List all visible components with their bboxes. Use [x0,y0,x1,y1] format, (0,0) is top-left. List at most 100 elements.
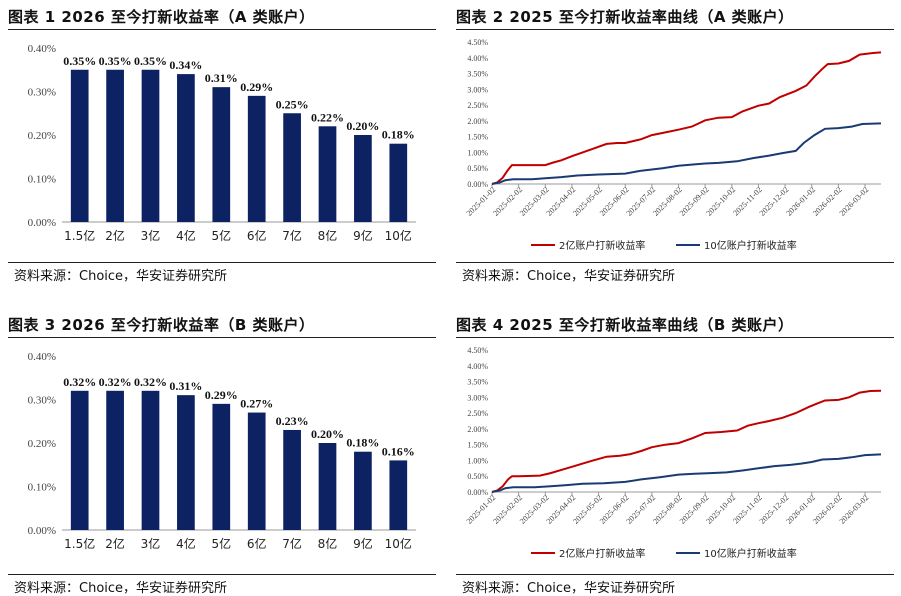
y-tick-label: 0.10% [28,482,56,494]
y-tick-label: 1.50% [467,133,488,142]
y-tick-label: 3.50% [467,70,488,79]
panel-title: 图表 4 2025 至今打新收益率曲线（B 类账户） [456,316,794,334]
y-tick-label: 0.00% [467,180,488,189]
source-note: 资料来源：Choice，华安证券研究所 [462,269,676,284]
data-label: 0.35% [99,54,132,68]
x-tick-label: 1.5亿 [64,228,95,243]
bar [354,135,372,222]
panel-title: 图表 1 2026 至今打新收益率（A 类账户） [8,8,315,26]
bar [106,390,124,530]
bar [106,69,124,222]
data-label: 0.29% [205,388,238,402]
y-tick-label: 0.40% [28,43,56,55]
x-tick-label: 5亿 [211,536,231,551]
data-label: 0.20% [311,427,344,441]
y-tick-label: 0.20% [28,130,56,142]
y-tick-label: 2.00% [467,425,488,434]
y-tick-label: 4.00% [467,54,488,63]
bar [177,74,195,222]
data-label: 0.16% [382,444,415,458]
series-line [491,51,882,185]
series-line [491,389,882,493]
bar [70,390,89,530]
line-chart-a: 0.00% 0.50% 1.00% 1.50% 2.00% 2.50% 3.00% 3.50%… [465,38,882,252]
x-tick-label: 6亿 [247,536,267,551]
y-tick-label: 0.10% [28,174,56,186]
line-chart-b: 0.00% 0.50% 1.00% 1.50% 2.00% 2.50% 3.00% 3.50%… [465,346,882,560]
bar-chart-b: 0.00% 0.10% 0.20% 0.30% 0.40% 0.32% 1.5亿 0.32% 2… [28,351,416,551]
panel-title: 图表 2 2025 至今打新收益率曲线（A 类账户） [456,8,794,26]
x-tick-label: 10亿 [385,536,412,551]
y-tick-label: 2.50% [467,409,488,418]
x-tick-label: 2026-03-02 [838,493,871,526]
x-tick-label: 2亿 [105,536,125,551]
bar [389,460,408,530]
x-tick-label: 4亿 [176,228,196,243]
data-label: 0.32% [63,375,96,389]
source-note: 资料来源：Choice，华安证券研究所 [14,581,228,596]
panel-3: 图表 3 2026 至今打新收益率（B 类账户） 0.00% 0.10% 0.20%… [8,308,438,596]
y-tick-label: 2.50% [467,101,488,110]
y-tick-label: 0.50% [467,472,488,481]
data-label: 0.35% [63,54,96,68]
y-tick-label: 0.20% [28,438,56,450]
legend-label: 10亿账户打新收益率 [704,547,797,560]
y-tick-label: 0.50% [467,164,488,173]
source-note: 资料来源：Choice，华安证券研究所 [14,269,228,284]
footer-divider [8,262,436,263]
title-divider [456,337,894,338]
bar [212,87,231,223]
bar [70,69,89,222]
footer-divider [456,262,894,263]
x-tick-label: 5亿 [211,228,231,243]
data-label: 0.32% [99,375,132,389]
bar-chart-a: 0.00% 0.10% 0.20% 0.30% 0.40% 0.35% 1.5亿 0.35% 2… [28,43,416,243]
data-label: 0.34% [169,58,202,72]
data-label: 0.25% [276,97,309,111]
series-line [491,122,882,185]
title-divider [8,29,436,30]
x-tick-label: 7亿 [282,536,302,551]
data-label: 0.22% [311,110,344,124]
y-tick-label: 0.00% [467,488,488,497]
y-tick-label: 1.50% [467,441,488,450]
y-tick-label: 4.00% [467,362,488,371]
panel-4: 图表 4 2025 至今打新收益率曲线（B 类账户） 0.00% 0.50% 1.0… [456,308,896,596]
bar [389,143,408,222]
y-tick-label: 0.00% [28,217,56,229]
y-tick-label: 0.00% [28,525,56,537]
x-tick-label: 3亿 [141,228,161,243]
footer-divider [456,574,894,575]
bar [318,126,337,222]
y-tick-label: 0.30% [28,87,56,99]
x-tick-label: 1.5亿 [64,536,95,551]
data-label: 0.35% [134,54,167,68]
bar [247,412,266,530]
x-tick-label: 8亿 [318,536,338,551]
x-tick-label: 8亿 [318,228,338,243]
data-label: 0.29% [240,80,273,94]
title-divider [456,29,894,30]
data-label: 0.31% [205,71,238,85]
x-tick-label: 7亿 [282,228,302,243]
panel-2: 图表 2 2025 至今打新收益率曲线（A 类账户） 0.00% 0.50% 1.0… [456,0,896,295]
y-tick-label: 4.50% [467,38,488,47]
data-label: 0.27% [240,397,273,411]
x-tick-label: 9亿 [353,536,373,551]
bar [354,451,372,530]
data-label: 0.18% [382,128,415,142]
legend-label: 2亿账户打新收益率 [559,547,645,560]
y-tick-label: 3.50% [467,378,488,387]
x-tick-label: 6亿 [247,228,267,243]
x-tick-label: 10亿 [385,228,412,243]
panel-1: 图表 1 2026 至今打新收益率（A 类账户） 0.00% 0.10% 0.20%… [8,0,438,295]
x-tick-label: 4亿 [176,536,196,551]
data-label: 0.20% [346,119,379,133]
bar [177,395,195,530]
x-tick-label: 3亿 [141,536,161,551]
x-tick-label: 9亿 [353,228,373,243]
panel-title: 图表 3 2026 至今打新收益率（B 类账户） [8,316,315,334]
bar [283,429,301,530]
bar [212,403,231,530]
y-tick-label: 1.00% [467,456,488,465]
